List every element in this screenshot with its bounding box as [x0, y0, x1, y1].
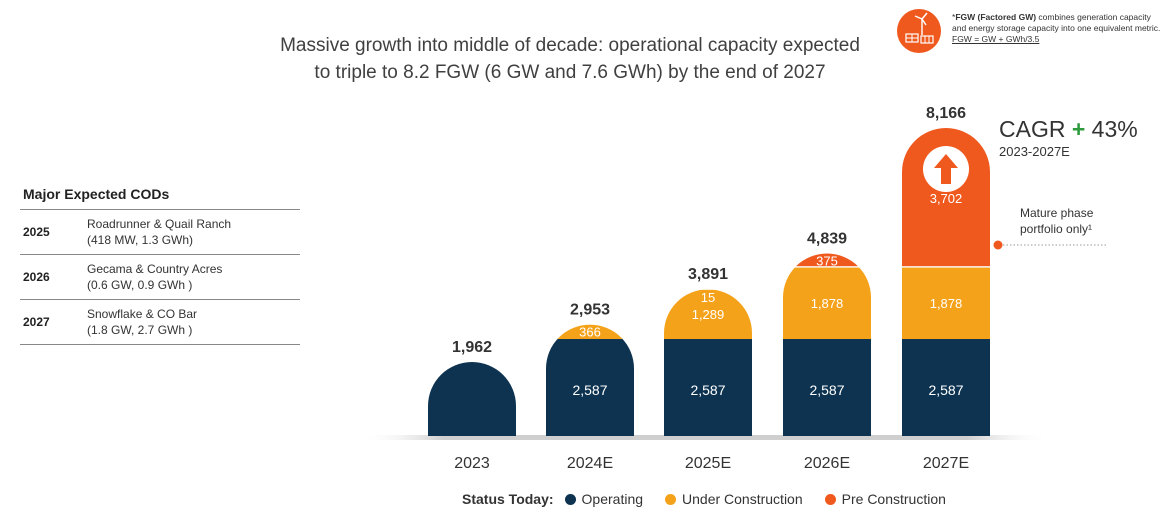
- segment-label: 1,878: [930, 296, 963, 311]
- segment-label: 3,702: [930, 191, 963, 206]
- cod-project-capacity: (418 MW, 1.3 GWh): [87, 233, 194, 247]
- footnote-text: combines generation capacity and energy …: [952, 12, 1161, 33]
- cagr-period: 2023-2027E: [999, 144, 1070, 159]
- cod-year: 2026: [23, 270, 50, 284]
- fgw-footnote: *FGW (Factored GW) combines generation c…: [952, 12, 1162, 45]
- cagr-main: CAGR + 43%: [999, 116, 1138, 143]
- segment-label: 15: [701, 290, 715, 305]
- title-line-2: to triple to 8.2 FGW (6 GW and 7.6 GWh) …: [314, 62, 826, 83]
- category-label: 2025E: [685, 455, 731, 472]
- total-label: 2,953: [570, 302, 610, 319]
- bar-segment-operating: [428, 361, 516, 436]
- cod-project-name: Gecama & Country Acres: [87, 262, 223, 276]
- cagr-callout: CAGR + 43% 2023-2027E: [999, 116, 1138, 159]
- segment-label: 1,878: [811, 296, 844, 311]
- bar-segment-operating: [546, 338, 634, 436]
- bar-segment-operating: [664, 338, 752, 436]
- legend-title: Status Today:: [462, 491, 554, 507]
- title-line-1: Massive growth into middle of decade: op…: [280, 35, 860, 56]
- cagr-label: CAGR: [999, 116, 1066, 142]
- legend-dot-operating: [564, 493, 576, 505]
- mature-phase-marker: [993, 240, 1003, 250]
- legend-dot-under-construction: [665, 493, 677, 505]
- category-label: 2026E: [804, 455, 850, 472]
- cagr-value: 43%: [1091, 116, 1138, 142]
- legend-item-pre-construction: Pre Construction: [824, 491, 946, 507]
- cod-project: Roadrunner & Quail Ranch (418 MW, 1.3 GW…: [87, 216, 231, 248]
- cod-year: 2027: [23, 315, 50, 329]
- total-label: 3,891: [688, 266, 728, 283]
- cod-project-capacity: (0.6 GW, 0.9 GWh ): [87, 278, 193, 292]
- wind-solar-logo-icon: [897, 9, 941, 53]
- bar-2024e: [546, 324, 634, 436]
- segment-label: 2,587: [690, 382, 725, 398]
- footnote-bold: FGW (Factored GW): [955, 12, 1037, 22]
- growth-arrow-shape: [934, 154, 958, 184]
- mature-note-line-1: Mature phase: [1020, 206, 1094, 220]
- cod-project-name: Roadrunner & Quail Ranch: [87, 217, 232, 231]
- segment-label: 2,587: [572, 382, 607, 398]
- cod-row: 2026 Gecama & Country Acres (0.6 GW, 0.9…: [20, 255, 300, 300]
- footnote-prefix: *: [952, 12, 956, 22]
- cod-project: Gecama & Country Acres (0.6 GW, 0.9 GWh …: [87, 261, 222, 293]
- mature-note-line-2: portfolio only¹: [1020, 222, 1093, 236]
- bar-segment-pre-construction: [664, 287, 752, 288]
- segment-label: 375: [816, 254, 838, 269]
- cod-year: 2025: [23, 225, 50, 239]
- bar-segment-under-construction: [783, 267, 871, 340]
- growth-arrow-icon: [923, 146, 969, 192]
- total-label: 1,962: [452, 339, 492, 356]
- bar-2025e: [664, 287, 752, 436]
- cod-row: 2025 Roadrunner & Quail Ranch (418 MW, 1…: [20, 210, 300, 255]
- chart-title: Massive growth into middle of decade: op…: [210, 32, 930, 86]
- legend-label: Under Construction: [682, 491, 803, 507]
- legend-label: Pre Construction: [841, 491, 946, 507]
- category-label: 2023: [454, 455, 490, 472]
- legend-label: Operating: [581, 491, 644, 507]
- segment-label: 2,587: [928, 382, 963, 398]
- major-cods-table: Major Expected CODs 2025 Roadrunner & Qu…: [20, 186, 300, 345]
- total-label: 8,166: [926, 105, 966, 122]
- footnote-formula: FGW = GW + GWh/3.5: [952, 34, 1040, 44]
- cagr-plus: +: [1071, 116, 1086, 142]
- legend-item-under-construction: Under Construction: [665, 491, 803, 507]
- chart-baseline: [360, 435, 1050, 440]
- major-cods-title: Major Expected CODs: [20, 186, 300, 210]
- legend-item-operating: Operating: [564, 491, 644, 507]
- category-label: 2024E: [567, 455, 613, 472]
- segment-label: 366: [579, 325, 601, 340]
- mature-phase-note: Mature phase portfolio only¹: [1020, 205, 1093, 237]
- cod-row: 2027 Snowflake & CO Bar (1.8 GW, 2.7 GWh…: [20, 300, 300, 345]
- bar-segment-operating: [783, 338, 871, 436]
- cod-project-name: Snowflake & CO Bar: [87, 307, 198, 321]
- legend: Status Today: Operating Under Constructi…: [462, 491, 968, 507]
- cod-project: Snowflake & CO Bar (1.8 GW, 2.7 GWh ): [87, 306, 197, 338]
- category-label: 2027E: [923, 455, 969, 472]
- bar-2026e: [783, 253, 871, 436]
- bar-segment-under-construction: [902, 267, 990, 340]
- legend-dot-pre-construction: [824, 493, 836, 505]
- segment-label: 1,289: [692, 307, 725, 322]
- total-label: 4,839: [807, 230, 847, 247]
- cod-project-capacity: (1.8 GW, 2.7 GWh ): [87, 323, 193, 337]
- bar-2023: [428, 361, 516, 436]
- segment-label: 2,587: [809, 382, 844, 398]
- bar-segment-operating: [902, 338, 990, 436]
